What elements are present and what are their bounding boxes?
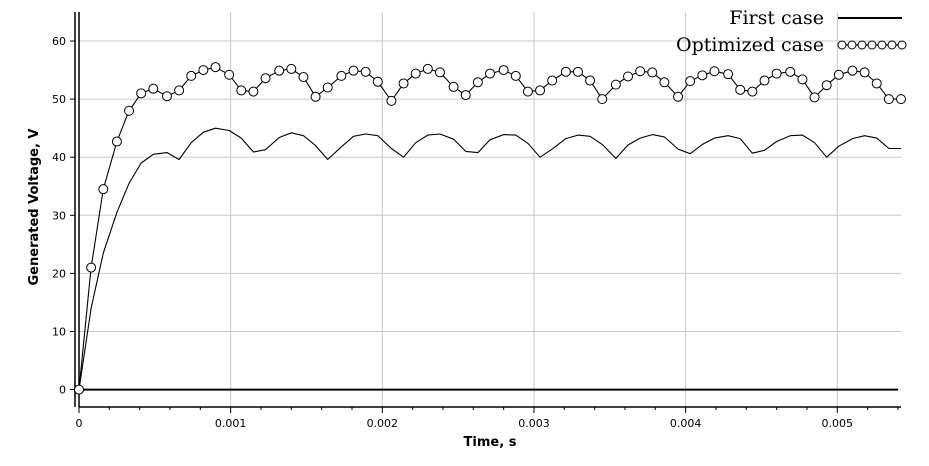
y-tick-label: 10 bbox=[52, 325, 66, 338]
data-point bbox=[348, 65, 359, 76]
data-point bbox=[821, 80, 832, 91]
data-point bbox=[610, 79, 621, 90]
data-point bbox=[148, 83, 159, 94]
data-point bbox=[623, 71, 634, 82]
series-markers bbox=[74, 62, 906, 395]
data-point bbox=[410, 68, 421, 79]
data-point bbox=[498, 65, 509, 76]
data-point bbox=[735, 84, 746, 95]
y-tick-label: 60 bbox=[52, 35, 66, 48]
data-point bbox=[685, 76, 696, 87]
data-point bbox=[785, 66, 796, 77]
data-point bbox=[98, 184, 109, 195]
data-point bbox=[747, 86, 758, 97]
data-point bbox=[771, 68, 782, 79]
data-point bbox=[161, 91, 172, 102]
y-tick-label: 50 bbox=[52, 93, 66, 106]
data-point bbox=[847, 65, 858, 76]
data-point bbox=[360, 66, 371, 77]
legend-marker bbox=[867, 40, 877, 50]
data-point bbox=[310, 91, 321, 102]
data-point bbox=[248, 86, 259, 97]
data-point bbox=[585, 75, 596, 86]
data-point bbox=[286, 63, 297, 74]
x-tick-label: 0.001 bbox=[215, 417, 247, 430]
data-point bbox=[809, 92, 820, 103]
data-point bbox=[709, 66, 720, 77]
data-point bbox=[372, 76, 383, 87]
y-tick-label: 20 bbox=[52, 267, 66, 280]
x-tick-label: 0 bbox=[76, 417, 83, 430]
data-point bbox=[871, 78, 882, 89]
y-tick-label: 40 bbox=[52, 151, 66, 164]
data-point bbox=[472, 77, 483, 88]
x-tick-labels: 0 0.001 0.002 0.003 0.004 0.005 bbox=[76, 407, 899, 430]
data-point bbox=[236, 85, 247, 96]
data-point bbox=[759, 75, 770, 86]
legend-marker bbox=[887, 40, 897, 50]
data-point bbox=[723, 69, 734, 80]
data-point bbox=[659, 77, 670, 88]
data-point bbox=[398, 78, 409, 89]
x-tick-label: 0.005 bbox=[822, 417, 854, 430]
legend-marker bbox=[837, 40, 847, 50]
y-tick-labels: 0 10 20 30 40 50 60 bbox=[52, 35, 75, 397]
legend-marker bbox=[857, 40, 867, 50]
data-point bbox=[136, 88, 147, 99]
data-point bbox=[386, 95, 397, 106]
y-axis-label: Generated Voltage, V bbox=[27, 129, 42, 286]
legend-marker bbox=[897, 40, 907, 50]
legend-label: First case bbox=[729, 7, 824, 29]
data-point bbox=[198, 65, 209, 76]
data-point bbox=[597, 94, 608, 105]
y-tick-label: 30 bbox=[52, 209, 66, 222]
data-point bbox=[522, 86, 533, 97]
series-line-3 bbox=[78, 127, 901, 390]
grid-lines bbox=[79, 12, 901, 407]
data-point bbox=[673, 91, 684, 102]
data-point bbox=[86, 262, 97, 273]
data-point bbox=[74, 384, 84, 395]
axes bbox=[74, 12, 901, 408]
y-tick-label: 0 bbox=[59, 384, 66, 397]
x-tick-label: 0.002 bbox=[367, 417, 399, 430]
data-point bbox=[434, 67, 445, 78]
data-point bbox=[535, 85, 546, 96]
data-point bbox=[111, 136, 122, 147]
data-point bbox=[210, 62, 221, 73]
x-tick-label: 0.003 bbox=[518, 417, 550, 430]
x-axis-label: Time, s bbox=[464, 435, 517, 450]
data-point bbox=[124, 105, 135, 116]
data-point bbox=[448, 81, 459, 92]
data-point bbox=[635, 66, 646, 77]
legend: First case Optimized case bbox=[676, 7, 907, 56]
data-point bbox=[274, 65, 285, 76]
data-point bbox=[422, 63, 433, 74]
data-point bbox=[224, 69, 235, 80]
legend-label: Optimized case bbox=[676, 34, 824, 56]
data-point bbox=[322, 82, 333, 93]
data-point bbox=[547, 75, 558, 86]
data-point bbox=[697, 70, 708, 81]
data-point bbox=[260, 73, 271, 84]
legend-marker bbox=[847, 40, 857, 50]
data-point bbox=[485, 68, 495, 79]
x-tick-label: 0.004 bbox=[670, 417, 702, 430]
data-point bbox=[336, 70, 347, 81]
data-point bbox=[186, 70, 197, 81]
data-point bbox=[896, 94, 906, 105]
data-point bbox=[174, 85, 185, 96]
data-point bbox=[797, 74, 808, 85]
data-point bbox=[560, 66, 571, 77]
data-point bbox=[859, 67, 870, 78]
data-point bbox=[510, 70, 521, 81]
data-point bbox=[883, 94, 894, 105]
data-point bbox=[460, 90, 471, 101]
data-point bbox=[833, 69, 844, 80]
data-point bbox=[647, 67, 658, 78]
data-point bbox=[298, 72, 309, 83]
data-point bbox=[572, 66, 583, 77]
legend-marker bbox=[877, 40, 887, 50]
